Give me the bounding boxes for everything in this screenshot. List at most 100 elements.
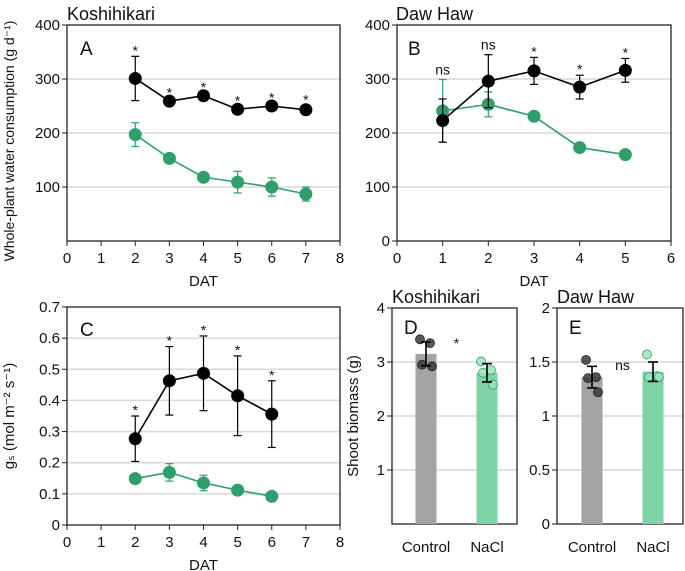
data-point <box>618 63 632 77</box>
bar-control <box>415 353 437 524</box>
significance-label: * <box>201 79 207 95</box>
significance-label: * <box>577 61 583 77</box>
significance-label: * <box>531 43 537 59</box>
data-point <box>197 89 210 103</box>
significance-label: * <box>303 91 309 107</box>
y-tick-label: 0.2 <box>39 455 60 472</box>
category-label: Control <box>568 539 616 556</box>
category-label: Control <box>402 539 450 556</box>
x-tick-label: 1 <box>97 250 105 267</box>
data-point <box>128 432 142 446</box>
x-tick-label: 3 <box>165 534 173 551</box>
category-label: NaCl <box>636 539 669 556</box>
significance-label: * <box>454 335 460 351</box>
data-point <box>265 489 279 503</box>
x-axis-label: DAT <box>189 273 218 290</box>
replicate-point <box>642 349 652 360</box>
y-tick-label: 4 <box>377 300 385 317</box>
x-tick-label: 2 <box>131 534 139 551</box>
data-point <box>299 103 313 117</box>
data-point <box>573 80 587 94</box>
significance-label: ns <box>435 62 450 78</box>
y-axis-label: Whole-plant water consumption (g d⁻¹) <box>1 21 17 262</box>
panel-title: Daw Haw <box>396 4 474 24</box>
bar-nacl <box>642 371 664 524</box>
data-point <box>197 366 210 380</box>
panel-label: E <box>569 318 582 339</box>
y-tick-label: 200 <box>365 125 390 142</box>
panel-title: Daw Haw <box>557 287 635 307</box>
panel-label: C <box>80 320 94 341</box>
x-tick-label: 2 <box>484 250 492 267</box>
y-tick-label: 0 <box>382 233 390 250</box>
x-tick-label: 5 <box>621 250 629 267</box>
panel-label: A <box>80 39 93 60</box>
x-tick-label: 0 <box>63 250 71 267</box>
bar-nacl <box>476 372 498 524</box>
x-tick-label: 3 <box>530 250 538 267</box>
data-point <box>128 472 142 486</box>
y-tick-label: 1 <box>377 462 385 479</box>
x-tick-label: 7 <box>302 250 310 267</box>
y-tick-label: 100 <box>365 179 390 196</box>
data-point <box>481 74 495 88</box>
y-tick-label: 0.5 <box>529 462 550 479</box>
significance-label: * <box>235 93 241 109</box>
y-tick-label: 2 <box>542 300 550 317</box>
panel-d: 1 2 3 4 Koshihikari D Shoot biomass (g) Control… <box>345 287 518 556</box>
data-point <box>128 128 142 142</box>
panel-label: B <box>408 39 421 60</box>
x-tick-label: 0 <box>393 250 401 267</box>
y-tick-label: 0.5 <box>39 361 60 378</box>
panel-c: 0 0.1 0.2 0.3 0.4 0.5 0.6 0.7 Cgₛ (mol m⁻² s⁻¹) 0… <box>1 299 344 571</box>
x-tick-label: 1 <box>97 534 105 551</box>
significance-label: * <box>167 84 173 100</box>
replicate-point <box>425 338 435 349</box>
series-nacl <box>436 78 632 162</box>
y-tick-label: 0 <box>542 516 550 533</box>
y-tick-label: 400 <box>365 17 390 34</box>
y-tick-label: 200 <box>35 125 60 142</box>
x-axis-label: DAT <box>520 273 549 290</box>
data-point <box>231 389 245 403</box>
data-point <box>231 175 245 189</box>
y-tick-label: 100 <box>35 179 60 196</box>
replicate-point <box>476 356 486 367</box>
y-tick-label: 0.7 <box>39 299 60 316</box>
y-tick-label: 0 <box>52 517 60 534</box>
data-point <box>265 180 279 194</box>
y-tick-label: 0.3 <box>39 424 60 441</box>
y-tick-label: 0.4 <box>39 392 60 409</box>
replicate-point <box>478 367 488 378</box>
significance-label: ns <box>481 37 496 53</box>
x-tick-label: 0 <box>63 534 71 551</box>
replicate-point <box>644 372 654 383</box>
data-point <box>162 94 176 108</box>
data-point <box>265 407 279 421</box>
panel-a: 100 200 300 400 Koshihikari A Whole-plant wate… <box>1 4 344 290</box>
x-tick-label: 3 <box>165 250 173 267</box>
x-tick-label: 6 <box>268 534 276 551</box>
series-control <box>128 55 313 117</box>
panel-b: 0 100 200 300 400 Daw Haw B 0 1 2 3 4 5 6 DAT ns ns * * * <box>365 4 675 290</box>
replicate-point <box>591 372 601 383</box>
series-line <box>134 133 307 195</box>
y-tick-label: 3 <box>377 354 385 371</box>
x-tick-label: 8 <box>336 250 344 267</box>
y-tick-label: 1 <box>542 408 550 425</box>
panel-e: 0 0.5 1 1.5 2 Daw Haw E Control NaCl ns <box>529 287 684 556</box>
replicate-point <box>581 354 591 365</box>
significance-label: * <box>133 402 139 418</box>
significance-label: * <box>269 89 275 105</box>
series-control <box>436 54 632 143</box>
data-point <box>231 102 245 116</box>
y-tick-label: 1.5 <box>529 354 550 371</box>
replicate-point <box>417 359 427 370</box>
series-nacl <box>128 122 313 202</box>
x-tick-label: 4 <box>199 534 207 551</box>
data-point <box>231 483 245 497</box>
data-point <box>299 187 313 201</box>
data-point <box>197 170 210 184</box>
x-tick-label: 7 <box>302 534 310 551</box>
data-point <box>162 465 176 479</box>
